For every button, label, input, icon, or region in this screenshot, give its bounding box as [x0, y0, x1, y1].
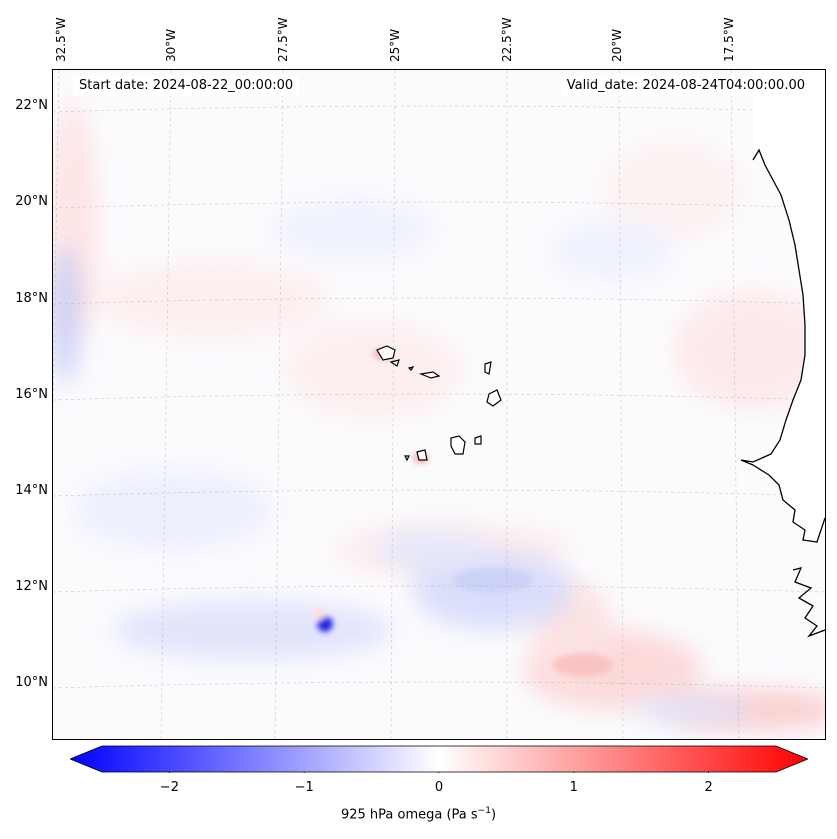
- colorbar-label-suffix: ): [490, 807, 497, 823]
- lat-label: 18°N: [15, 291, 48, 306]
- colorbar-tick: 1: [569, 780, 578, 795]
- colorbar-label: 925 hPa omega (Pa s−1): [0, 806, 837, 822]
- lon-label: 17.5°W: [722, 17, 736, 62]
- omega-field-map: [53, 70, 825, 739]
- lon-label: 27.5°W: [276, 17, 290, 62]
- colorbar-tick: 0: [434, 780, 444, 795]
- lat-label: 12°N: [15, 579, 48, 594]
- lat-label: 22°N: [15, 98, 48, 113]
- colorbar-label-text: 925 hPa omega (Pa s: [340, 807, 478, 823]
- colorbar-tick: −2: [159, 780, 179, 795]
- colorbar-label-exponent: −1: [477, 806, 491, 816]
- lon-label: 30°W: [164, 28, 178, 62]
- lon-label: 20°W: [610, 28, 624, 62]
- colorbar: [70, 745, 808, 773]
- lat-label: 20°N: [15, 194, 48, 209]
- start-date-label: Start date: 2024-08-22_00:00:00: [73, 76, 300, 96]
- gridlines: [53, 70, 825, 739]
- valid-date-label: Valid_date: 2024-08-24T04:00:00.00: [560, 76, 811, 96]
- lat-label: 14°N: [15, 483, 48, 498]
- lat-label: 10°N: [15, 675, 48, 690]
- colorbar-gradient: [70, 745, 808, 773]
- colorbar-tick: 2: [704, 780, 713, 795]
- lon-label: 22.5°W: [500, 17, 514, 62]
- lat-label: 16°N: [15, 387, 48, 402]
- africa-coastline: [740, 148, 825, 638]
- cape-verde-islands: [376, 345, 502, 462]
- colorbar-tick: −1: [294, 780, 314, 795]
- lon-label: 25°W: [388, 28, 402, 62]
- map-panel: [52, 69, 826, 740]
- lon-label: 32.5°W: [54, 17, 68, 62]
- africa-land: [741, 70, 825, 739]
